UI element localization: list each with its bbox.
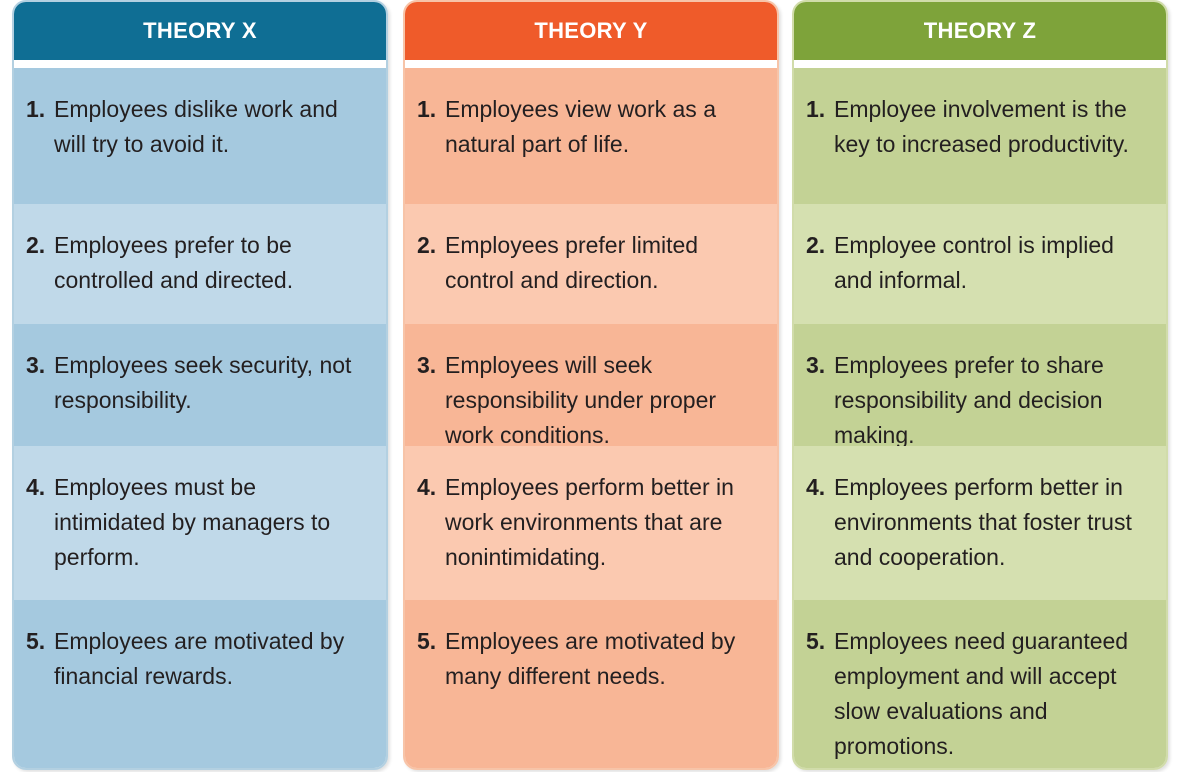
item-number: 5. [26,628,46,654]
item-text: Employees perform better in environments… [834,474,1132,570]
item-number: 2. [417,232,437,258]
list-item: 2. Employee control is implied and inform… [794,204,1166,324]
item-text: Employees dislike work and will try to a… [54,96,338,157]
item-number: 3. [26,352,46,378]
item-text: Employees need guaranteed employment and… [834,628,1129,759]
item-number: 4. [417,474,437,500]
item-number: 4. [806,474,826,500]
column-header-theory-x: THEORY X [14,2,386,63]
list-item: 1. Employees view work as a natural part … [405,68,777,204]
item-number: 1. [26,96,46,122]
item-number: 5. [806,628,826,654]
item-number: 1. [417,96,437,122]
list-item: 3. Employees will seek responsibility und… [405,324,777,448]
list-item: 4. Employees perform better in work envir… [405,446,777,600]
item-text: Employees are motivated by financial rew… [54,628,345,689]
item-number: 3. [806,352,826,378]
header-gap [14,60,386,68]
item-number: 5. [417,628,437,654]
list-item: 1. Employee involvement is the key to inc… [794,68,1166,204]
item-text: Employees perform better in work environ… [445,474,734,570]
column-theory-x: THEORY X 1. Employees dislike work and wi… [12,0,388,770]
item-text: Employees prefer limited control and dir… [445,232,699,293]
list-item: 4. Employees perform better in environmen… [794,446,1166,600]
item-number: 1. [806,96,826,122]
item-number: 3. [417,352,437,378]
item-text: Employees must be intimidated by manager… [54,474,331,570]
list-item: 2. Employees prefer to be controlled and … [14,204,386,324]
item-number: 2. [806,232,826,258]
column-header-theory-y: THEORY Y [405,2,777,63]
item-number: 4. [26,474,46,500]
list-item: 5. Employees need guaranteed employment a… [794,600,1166,768]
item-number: 2. [26,232,46,258]
list-item: 2. Employees prefer limited control and d… [405,204,777,324]
item-text: Employees view work as a natural part of… [445,96,716,157]
item-text: Employees seek security, not responsibil… [54,352,352,413]
item-text: Employees prefer to be controlled and di… [54,232,294,293]
column-header-theory-z: THEORY Z [794,2,1166,63]
header-gap [794,60,1166,68]
column-theory-z: THEORY Z 1. Employee involvement is the k… [792,0,1168,770]
list-item: 3. Employees prefer to share responsibili… [794,324,1166,448]
item-text: Employees are motivated by many differen… [445,628,736,689]
item-text: Employees will seek responsibility under… [445,352,717,448]
list-item: 4. Employees must be intimidated by manag… [14,446,386,600]
list-item: 5. Employees are motivated by financial r… [14,600,386,768]
list-item: 3. Employees seek security, not responsib… [14,324,386,446]
item-text: Employee involvement is the key to incre… [834,96,1129,157]
item-text: Employee control is implied and informal… [834,232,1114,293]
column-theory-y: THEORY Y 1. Employees view work as a natu… [403,0,779,770]
list-item: 1. Employees dislike work and will try to… [14,68,386,204]
item-text: Employees prefer to share responsibility… [834,352,1104,448]
list-item: 5. Employees are motivated by many differ… [405,600,777,768]
header-gap [405,60,777,68]
